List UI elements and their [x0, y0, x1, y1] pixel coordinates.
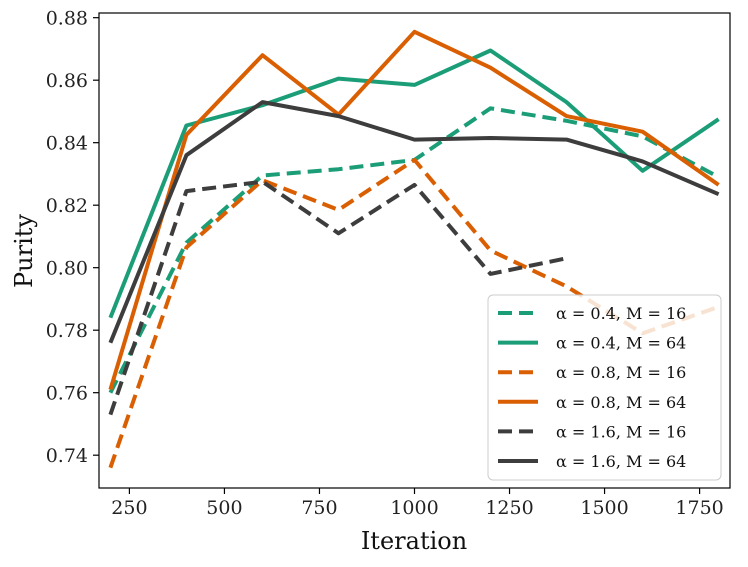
x-tick-label: 1000 — [390, 497, 438, 519]
series-line-5 — [108, 179, 567, 416]
series-line-6 — [108, 100, 720, 344]
y-tick-label: 0.86 — [46, 70, 88, 92]
y-tick-label: 0.82 — [46, 195, 88, 217]
x-axis-label: Iteration — [361, 527, 467, 555]
y-tick-label: 0.84 — [46, 133, 88, 155]
legend-label: α = 1.6, M = 64 — [556, 452, 686, 471]
y-axis: 0.74 0.76 0.78 0.80 0.82 0.84 0.86 0.88 — [46, 8, 99, 467]
x-axis: 250 500 750 1000 1250 1500 1750 — [111, 488, 724, 519]
legend-label: α = 1.6, M = 16 — [556, 422, 686, 441]
legend: α = 0.4, M = 16 α = 0.4, M = 64 α = 0.8, M… — [487, 294, 722, 481]
legend-box — [487, 294, 722, 481]
y-tick-label: 0.80 — [46, 258, 88, 280]
x-tick-label: 750 — [301, 497, 337, 519]
series-line-2 — [108, 48, 720, 319]
x-tick-label: 500 — [206, 497, 242, 519]
y-axis-label: Purity — [10, 214, 38, 288]
legend-label: α = 0.4, M = 16 — [556, 304, 686, 323]
y-tick-label: 0.74 — [46, 445, 88, 467]
y-tick-label: 0.76 — [46, 383, 88, 405]
x-tick-label: 1500 — [580, 497, 628, 519]
legend-label: α = 0.8, M = 64 — [556, 393, 686, 412]
x-tick-label: 250 — [111, 497, 147, 519]
series-line-4 — [108, 29, 720, 391]
legend-label: α = 0.8, M = 16 — [556, 363, 686, 382]
x-tick-label: 1250 — [485, 497, 533, 519]
legend-label: α = 0.4, M = 64 — [556, 334, 686, 353]
x-tick-label: 1750 — [675, 497, 723, 519]
y-tick-label: 0.78 — [46, 320, 88, 342]
y-tick-label: 0.88 — [46, 8, 88, 30]
